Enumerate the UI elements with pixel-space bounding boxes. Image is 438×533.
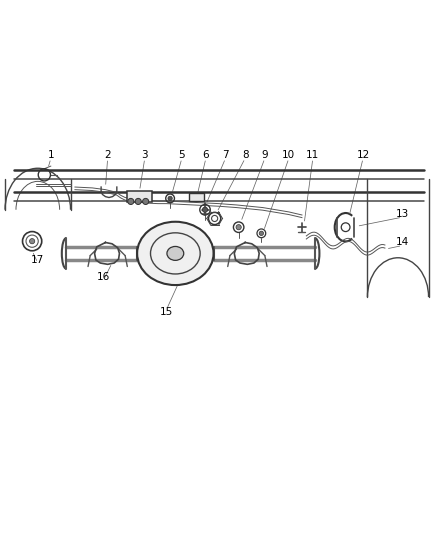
Text: 2: 2 — [104, 150, 111, 160]
Text: 17: 17 — [31, 255, 44, 265]
Circle shape — [29, 239, 35, 244]
Text: 15: 15 — [160, 308, 173, 317]
Text: 8: 8 — [242, 150, 248, 160]
Circle shape — [128, 198, 134, 205]
Text: 5: 5 — [179, 150, 185, 160]
Circle shape — [135, 198, 141, 205]
Text: 9: 9 — [261, 150, 268, 160]
Text: 6: 6 — [203, 150, 209, 160]
Circle shape — [202, 207, 208, 212]
Circle shape — [143, 198, 149, 205]
Text: 1: 1 — [48, 150, 54, 160]
FancyBboxPatch shape — [189, 193, 204, 201]
Text: 16: 16 — [97, 272, 110, 282]
Circle shape — [168, 196, 172, 200]
Text: 7: 7 — [222, 150, 229, 160]
Text: 10: 10 — [283, 150, 295, 160]
Text: 3: 3 — [141, 150, 148, 160]
Text: 12: 12 — [357, 150, 370, 160]
Circle shape — [236, 224, 241, 230]
Text: 14: 14 — [396, 238, 409, 247]
Circle shape — [259, 231, 264, 236]
FancyBboxPatch shape — [127, 190, 152, 203]
Text: 13: 13 — [396, 209, 409, 219]
Ellipse shape — [137, 222, 214, 285]
Text: 11: 11 — [306, 150, 319, 160]
Ellipse shape — [167, 246, 184, 260]
